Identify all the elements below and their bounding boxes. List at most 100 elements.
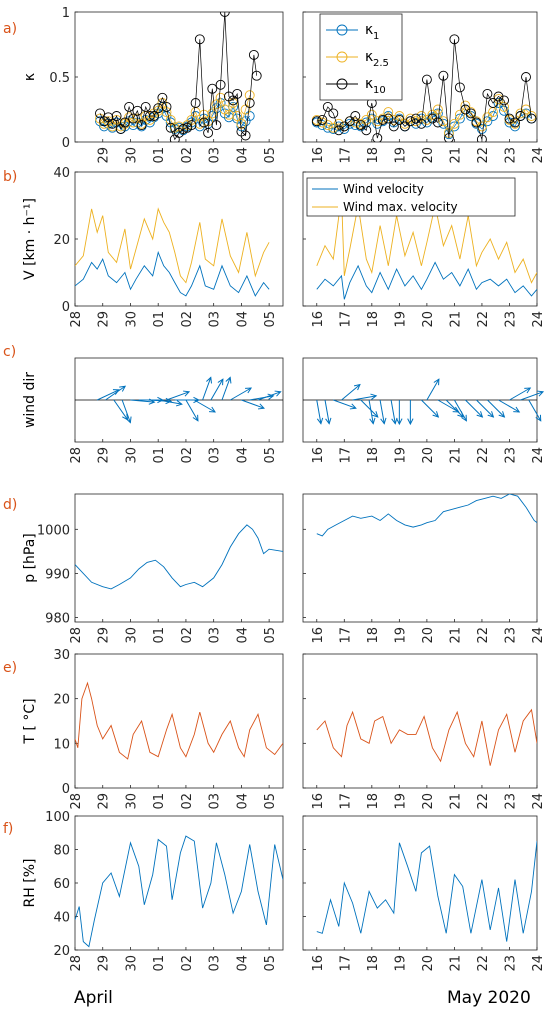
data-point [377, 114, 388, 125]
wind-arrow-head [274, 390, 282, 397]
legend-swatch-marker [336, 24, 348, 36]
x-tick-label: 28 [69, 627, 84, 644]
wind-arrow-head [209, 406, 216, 413]
data-point [526, 111, 537, 121]
x-tick-label: 19 [393, 447, 408, 464]
series-right [316, 195, 537, 284]
x-tick-label: 30 [124, 793, 139, 810]
wind-arrow [241, 399, 265, 410]
wind-arrow-head [524, 387, 532, 394]
wind-arrow-shaft [487, 399, 505, 418]
wind-arrow [166, 390, 191, 401]
data-point [144, 111, 155, 121]
x-tick-label: 16 [311, 311, 326, 328]
wind-arrow [498, 399, 521, 413]
x-tick-label: 30 [124, 147, 139, 164]
x-tick-label: 19 [393, 147, 408, 164]
wind-arrow-shaft [257, 391, 281, 401]
x-tick-label: 21 [448, 955, 463, 972]
wind-arrow-shaft [360, 399, 379, 418]
y-axis-label: wind dir [22, 372, 38, 428]
x-tick-label: 21 [448, 627, 463, 644]
data-point [432, 117, 443, 128]
wind-arrow-head [370, 393, 378, 400]
data-point [372, 133, 383, 142]
x-tick-label: 23 [503, 955, 518, 972]
left-axes-frame [74, 653, 284, 789]
x-tick-label: 05 [263, 147, 278, 164]
data-point [361, 114, 372, 125]
data-point [149, 111, 159, 121]
panel-label: d) [3, 497, 17, 513]
wind-arrow-shaft [105, 385, 126, 401]
x-tick-label: 21 [448, 311, 463, 328]
x-tick-label: 04 [235, 955, 250, 972]
legend-box [306, 177, 516, 217]
data-point [339, 121, 350, 132]
wind-arrow-head [316, 417, 324, 425]
wind-arrow-head [432, 411, 440, 418]
data-point [203, 127, 214, 138]
wind-arrow-head [245, 387, 253, 394]
data-point [416, 118, 427, 129]
data-point [460, 100, 471, 111]
wind-arrow-shaft [121, 399, 131, 423]
wind-arrow-head [267, 393, 275, 400]
series-line [316, 841, 537, 942]
wind-arrow-head [325, 417, 332, 425]
series-right [316, 494, 537, 537]
wind-arrow [121, 399, 132, 424]
y-tick-label: 100 [45, 810, 70, 825]
wind-arrow [396, 400, 403, 426]
wind-arrow [210, 378, 224, 401]
wind-arrow-shaft [368, 399, 374, 424]
x-tick-label: 02 [180, 793, 195, 810]
x-tick-label: 05 [263, 793, 278, 810]
x-tick-label: 28 [69, 955, 84, 972]
data-point [416, 111, 427, 121]
data-point [240, 130, 251, 141]
wind-arrow-shaft [194, 399, 216, 413]
x-tick-label: 29 [97, 793, 112, 810]
x-tick-label: 02 [180, 147, 195, 164]
x-tick-label: 24 [531, 447, 546, 464]
legend-label: Wind velocity [343, 182, 424, 196]
data-point [107, 118, 118, 129]
data-point [410, 118, 421, 129]
x-tick-label: 04 [235, 627, 250, 644]
x-tick-label: 17 [338, 147, 353, 164]
x-tick-label: 29 [97, 147, 112, 164]
data-point [388, 117, 399, 128]
y-tick-label: 40 [53, 911, 70, 926]
data-point [178, 124, 189, 134]
data-point [317, 117, 328, 128]
data-point [211, 120, 222, 131]
data-point [232, 88, 243, 99]
x-tick-label: 30 [124, 627, 139, 644]
left-axes-frame [74, 493, 284, 623]
wind-arrow-shaft [324, 399, 330, 424]
data-point [449, 34, 460, 45]
x-tick-label: 03 [208, 793, 223, 810]
x-tick-label: 18 [366, 793, 381, 810]
series-line [316, 98, 532, 134]
data-point [438, 70, 449, 81]
wind-arrow-shaft [445, 399, 464, 418]
data-point [153, 103, 164, 114]
data-point [165, 122, 176, 133]
wind-arrow-head [125, 416, 132, 424]
wind-arrow-shaft [437, 399, 459, 413]
legend-label: Wind max. velocity [343, 200, 458, 214]
wind-arrow-head [535, 414, 542, 422]
wind-arrow-head [433, 378, 440, 386]
data-point [482, 88, 493, 99]
data-point [219, 12, 230, 17]
data-point [394, 111, 405, 121]
y-tick-label: 40 [53, 166, 70, 181]
x-tick-label: 20 [421, 311, 436, 328]
wind-arrow-head [206, 376, 213, 384]
series-line [316, 39, 532, 140]
data-point [140, 101, 151, 112]
series-right [316, 261, 537, 300]
